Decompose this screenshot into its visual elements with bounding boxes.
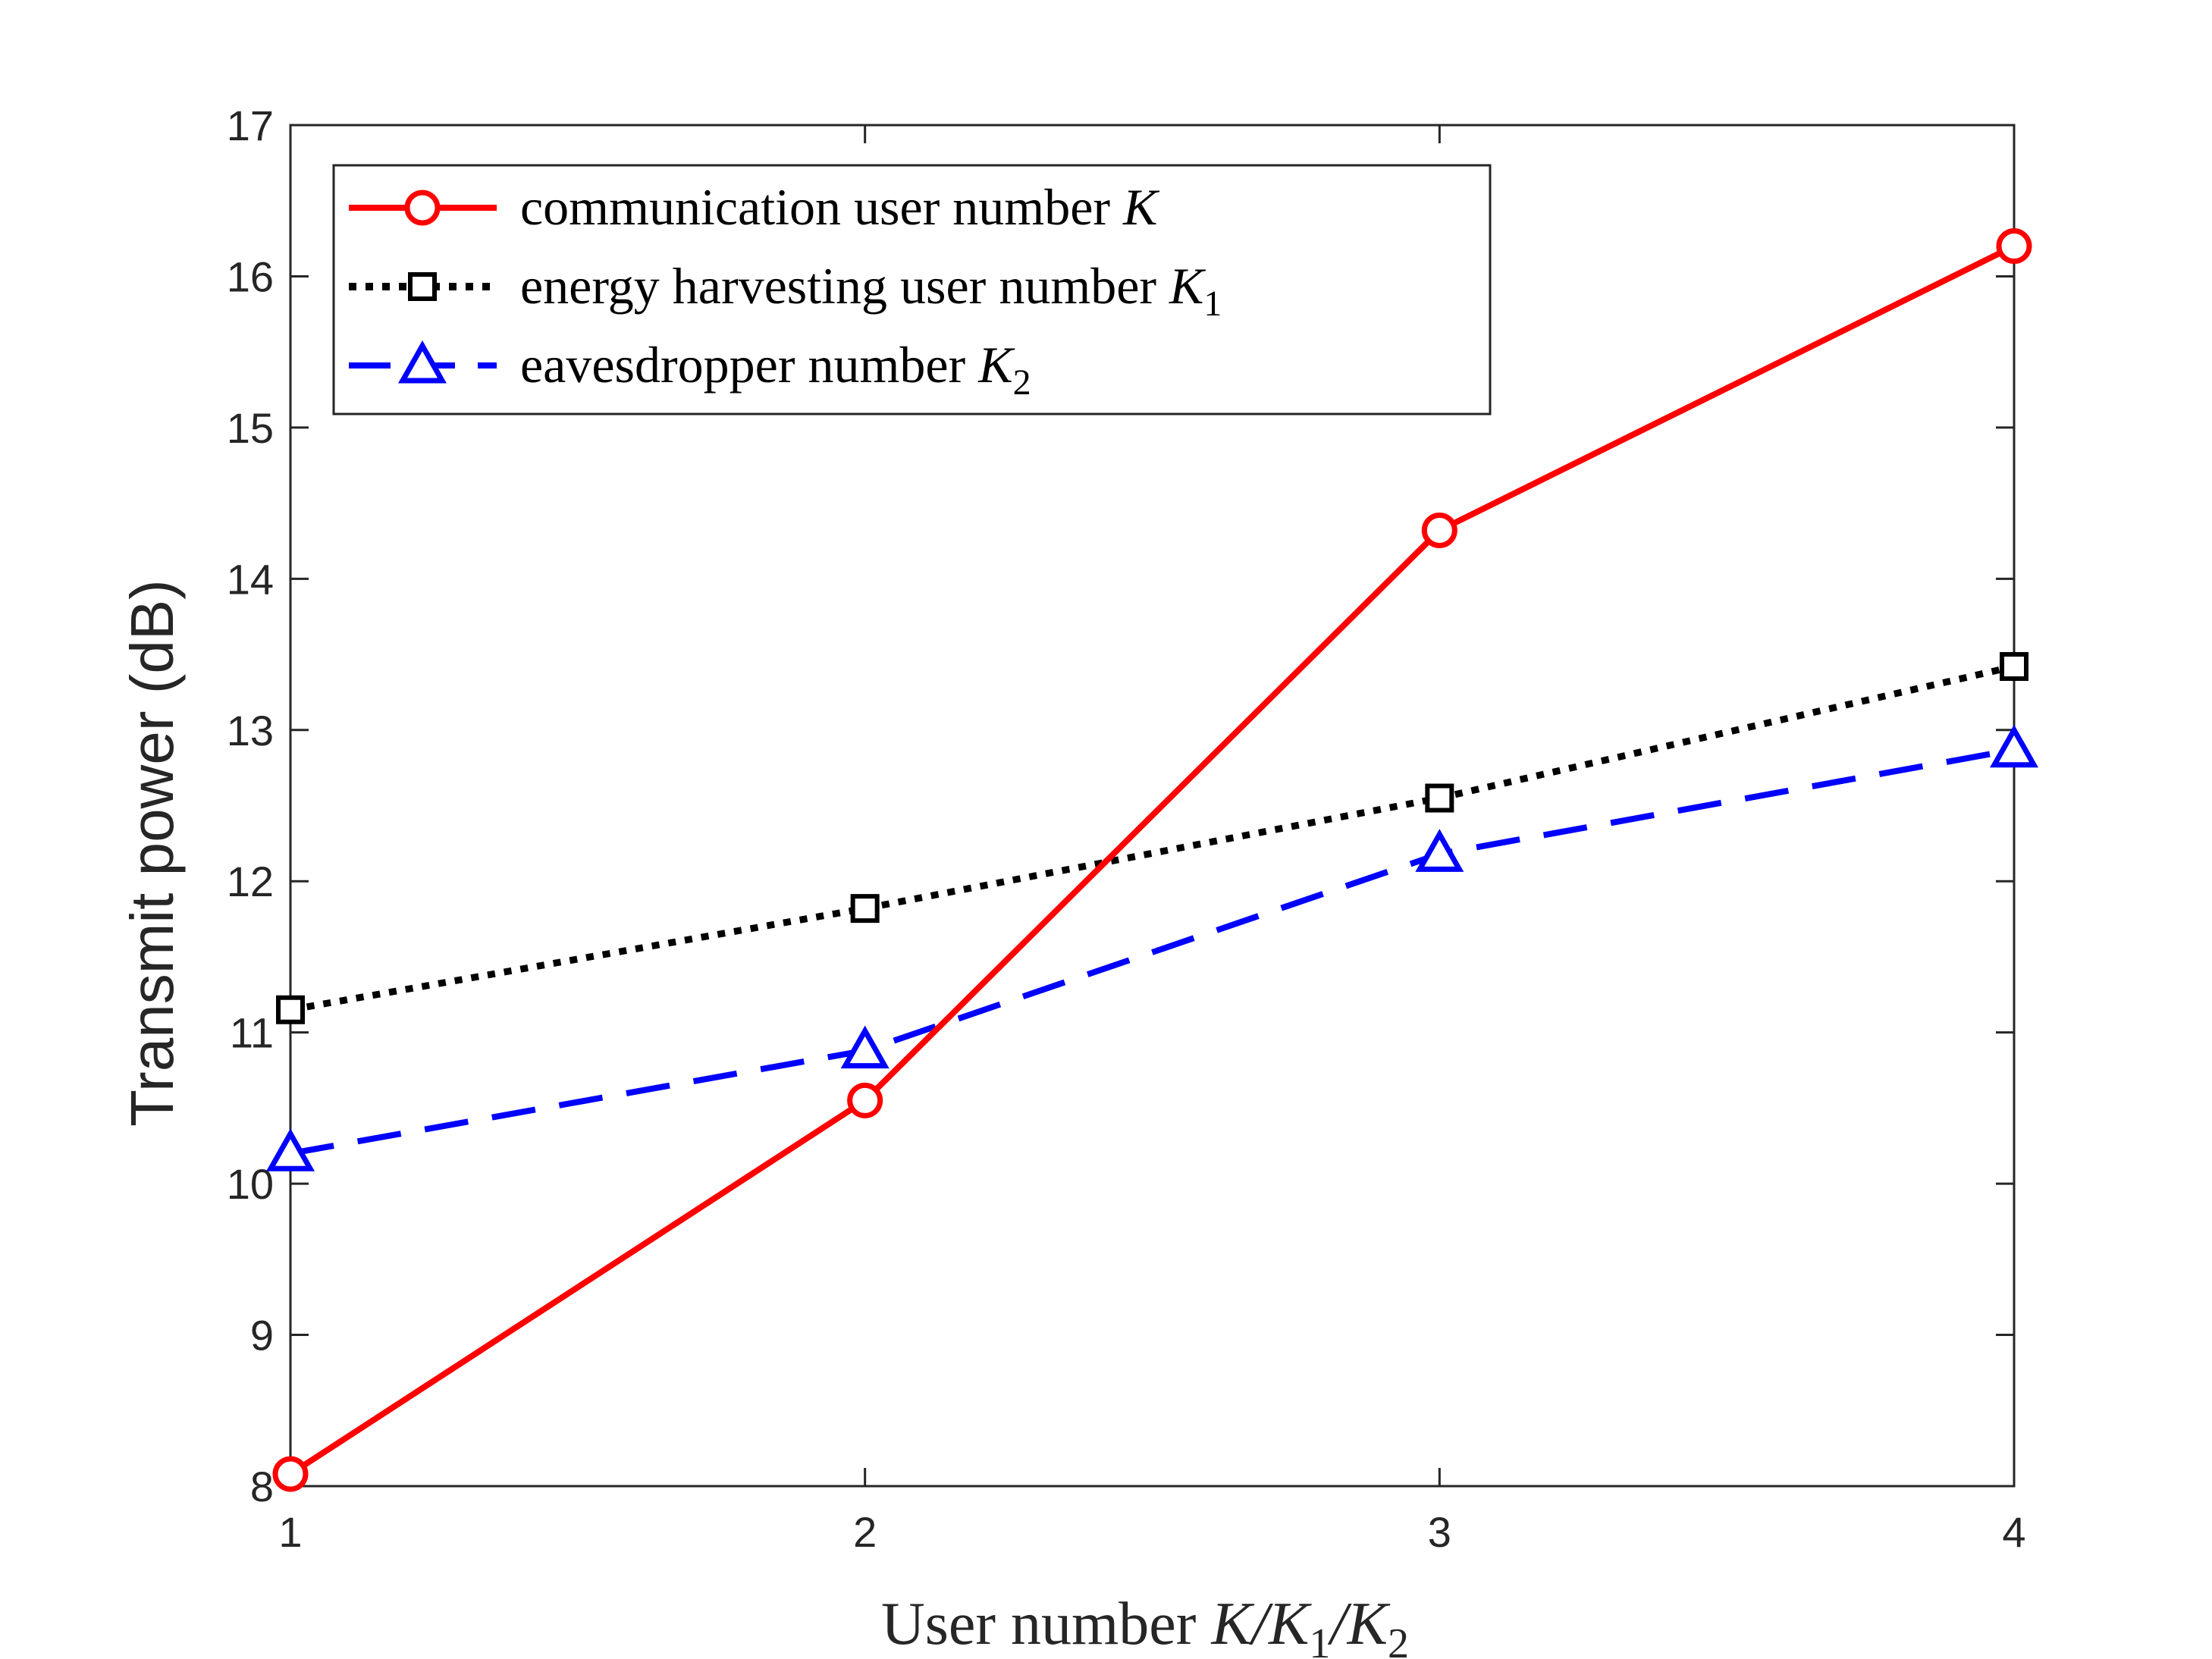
legend-box [332, 164, 1492, 416]
y-tick-label: 17 [227, 102, 274, 149]
triangle-marker [1415, 829, 1464, 872]
circle-marker [272, 1456, 309, 1492]
series-line [288, 243, 2016, 1477]
legend-label: energy harvesting user number K1 [520, 257, 1222, 324]
x-axis: 1 2 3 4 [278, 125, 2026, 1556]
series-1 [272, 228, 2032, 1492]
legend-label-math: K [1122, 178, 1160, 236]
circle-marker [1421, 513, 1457, 549]
triangle-marker [398, 340, 447, 384]
square-marker [2000, 652, 2028, 682]
legend-label-text: eavesdropper number [520, 336, 978, 394]
y-axis-label: Transmit power (dB) [118, 579, 186, 1127]
y-tick-label: 8 [250, 1463, 274, 1510]
square-marker [1425, 783, 1454, 813]
legend-label: communication user number K [520, 178, 1160, 236]
triangle-marker [266, 1128, 315, 1171]
legend-label: eavesdropper number K2 [520, 336, 1031, 403]
y-tick-label: 15 [227, 404, 274, 452]
legend-label-math: K [977, 336, 1015, 394]
legend-entry-1: communication user number K [349, 178, 1160, 236]
series-layer [266, 228, 2038, 1492]
legend-label-subscript: 2 [1013, 362, 1031, 403]
y-tick-label: 11 [230, 1009, 274, 1057]
y-tick-label: 16 [227, 252, 274, 300]
series-3 [266, 724, 2038, 1171]
square-marker [850, 894, 880, 924]
legend-label-math: K [1169, 257, 1206, 315]
triangle-marker [1990, 724, 2038, 768]
y-tick-label: 14 [227, 555, 274, 603]
x-tick-label: 2 [853, 1508, 877, 1556]
triangle-marker [840, 1025, 890, 1069]
circle-marker [1996, 228, 2032, 265]
legend-entry-2: energy harvesting user number K1 [349, 257, 1222, 324]
y-tick-label: 10 [227, 1160, 274, 1208]
legend-label-text: energy harvesting user number [520, 257, 1169, 315]
legend-label-text: communication user number [520, 178, 1123, 236]
y-tick-label: 13 [227, 707, 274, 754]
legend-entry-3: eavesdropper number K2 [349, 336, 1031, 403]
series-line [290, 746, 2015, 1157]
x-tick-label: 3 [1428, 1508, 1451, 1556]
square-marker [408, 272, 437, 301]
x-axis-label-text: User number [881, 1591, 1211, 1657]
x-axis-label: User number K/K1/K2 [881, 1591, 1409, 1659]
circle-marker [404, 190, 441, 226]
y-tick-label: 9 [250, 1312, 274, 1360]
x-axis-label-subscript: 1 [1309, 1620, 1330, 1659]
y-tick-label: 12 [227, 858, 274, 905]
x-axis-label-subscript: 2 [1388, 1620, 1409, 1659]
x-tick-label: 4 [2002, 1508, 2025, 1556]
x-axis-label-math: K [1347, 1591, 1391, 1657]
legend-label-subscript: 1 [1203, 284, 1222, 324]
series-2 [276, 652, 2028, 1024]
x-axis-label-math: K [1268, 1591, 1312, 1657]
x-axis-label-math: K [1210, 1591, 1254, 1657]
circle-marker [847, 1082, 883, 1118]
square-marker [276, 995, 305, 1024]
x-tick-label: 1 [278, 1508, 302, 1556]
